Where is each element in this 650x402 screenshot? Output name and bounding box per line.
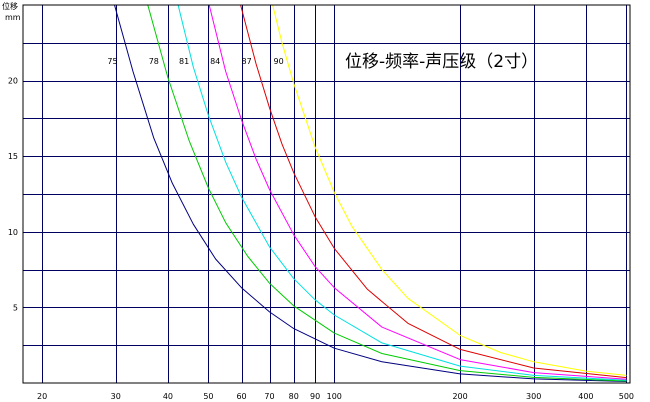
series-label-84: 84 xyxy=(210,57,220,66)
x-tick-label: 400 xyxy=(578,392,593,401)
x-tick-label: 30 xyxy=(111,392,121,401)
series-line-78 xyxy=(147,4,627,382)
series-line-81 xyxy=(177,4,627,381)
series-line-84 xyxy=(208,4,627,380)
grid xyxy=(23,5,630,383)
x-tick-label: 300 xyxy=(526,392,541,401)
series-labels: 75 78 81 84 87 90 xyxy=(107,57,283,66)
y-axis-label: 位移 xyxy=(2,1,18,11)
y-tick-label: 5 xyxy=(13,303,18,312)
x-tick-label: 60 xyxy=(236,392,246,401)
series-label-90: 90 xyxy=(274,57,284,66)
x-tick-label: 50 xyxy=(203,392,213,401)
plot-frame xyxy=(22,4,631,384)
x-tick-label: 200 xyxy=(452,392,467,401)
x-tick-label: 80 xyxy=(289,392,299,401)
y-tick-labels: 5 10 15 20 xyxy=(8,77,18,313)
x-tick-label: 500 xyxy=(619,392,634,401)
series-label-87: 87 xyxy=(242,57,252,66)
x-tick-label: 20 xyxy=(37,392,47,401)
x-tick-labels: 20 30 40 50 60 70 80 90 100 200 300 400 500 xyxy=(37,392,634,401)
series-line-90 xyxy=(272,4,627,376)
x-tick-label: 70 xyxy=(264,392,274,401)
series-label-78: 78 xyxy=(149,57,159,66)
y-tick-label: 15 xyxy=(8,152,18,161)
y-axis-unit: mm xyxy=(5,13,21,22)
chart-title: 位移-频率-声压级（2寸） xyxy=(345,52,538,72)
series-line-87 xyxy=(240,4,627,379)
series-lines xyxy=(114,4,627,382)
y-tick-label: 20 xyxy=(8,77,18,86)
series-line-75 xyxy=(114,4,627,382)
y-tick-label: 10 xyxy=(8,228,18,237)
x-tick-label: 100 xyxy=(327,392,342,401)
x-tick-label: 90 xyxy=(310,392,320,401)
series-label-81: 81 xyxy=(179,57,189,66)
series-label-75: 75 xyxy=(107,57,117,66)
x-tick-label: 40 xyxy=(163,392,173,401)
